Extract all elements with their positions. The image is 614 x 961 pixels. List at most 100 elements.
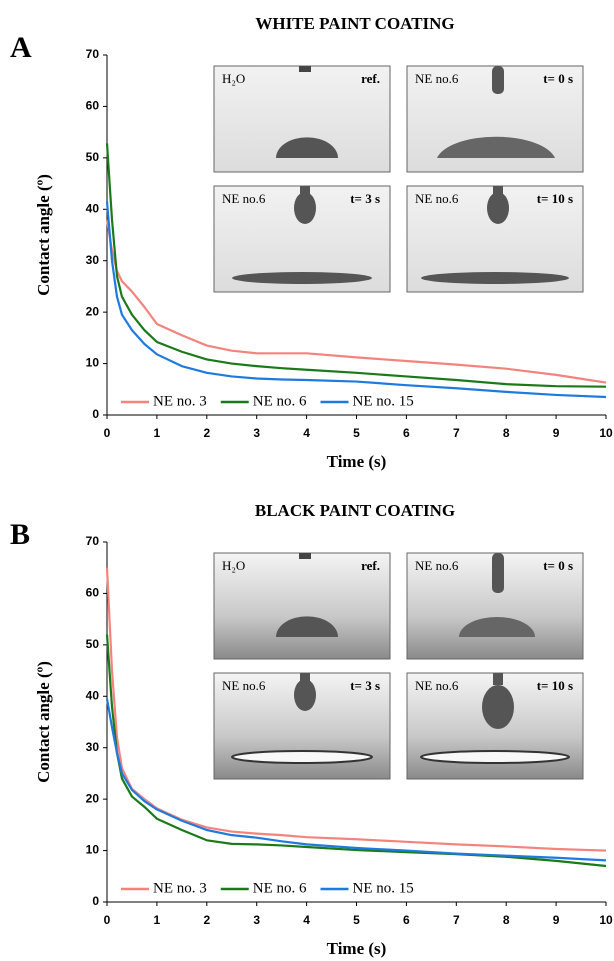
- x-tick-label: 7: [453, 913, 460, 927]
- pendant-drop: [294, 679, 316, 711]
- needle: [300, 186, 310, 198]
- y-tick-label: 50: [86, 150, 100, 164]
- y-tick-label: 20: [86, 304, 100, 318]
- inset-time: t= 3 s: [350, 191, 380, 206]
- x-tick-label: 3: [253, 426, 260, 440]
- legend-label: NE no. 3: [153, 393, 207, 409]
- x-tick-label: 9: [553, 426, 560, 440]
- x-tick-label: 7: [453, 426, 460, 440]
- y-tick-label: 30: [86, 740, 100, 754]
- y-tick-label: 20: [86, 791, 100, 805]
- x-axis-label: Time (s): [327, 939, 387, 958]
- x-tick-label: 5: [353, 426, 360, 440]
- needle: [493, 186, 503, 198]
- y-tick-label: 70: [86, 47, 100, 61]
- x-tick-label: 4: [303, 913, 310, 927]
- y-tick-label: 60: [86, 99, 100, 113]
- x-tick-label: 8: [503, 913, 510, 927]
- inset-photo: [406, 672, 584, 780]
- y-tick-label: 10: [86, 843, 100, 857]
- droplet: [459, 617, 535, 637]
- y-tick-label: 60: [86, 586, 100, 600]
- data-line: [105, 219, 607, 384]
- needle: [300, 673, 310, 685]
- legend-label: NE no. 6: [253, 880, 307, 896]
- needle: [299, 66, 311, 72]
- x-tick-label: 2: [203, 913, 210, 927]
- y-axis-label: Contact angle (º): [34, 661, 53, 783]
- inset-time: t= 0 s: [543, 71, 573, 86]
- x-tick-label: 1: [154, 426, 161, 440]
- data-line: [105, 143, 607, 388]
- pendant-drop: [482, 685, 514, 729]
- inset-time: t= 3 s: [350, 678, 380, 693]
- needle: [299, 553, 311, 559]
- needle: [492, 66, 504, 94]
- legend-label: NE no. 3: [153, 880, 207, 896]
- panel-letter: B: [10, 518, 30, 551]
- inset-time: ref.: [361, 558, 380, 573]
- inset-photo: [406, 552, 584, 660]
- legend-label: NE no. 15: [353, 880, 414, 896]
- x-tick-label: 9: [553, 913, 560, 927]
- y-axis-label: Contact angle (º): [34, 174, 53, 296]
- legend-label: NE no. 6: [253, 393, 307, 409]
- inset-label: NE no.6: [415, 71, 459, 86]
- panel-letter: A: [10, 31, 32, 64]
- droplet: [232, 272, 372, 284]
- inset-time: t= 10 s: [537, 191, 573, 206]
- inset-label: H₂O: [222, 558, 245, 573]
- x-tick-label: 5: [353, 913, 360, 927]
- inset-photo: [213, 672, 391, 780]
- y-tick-label: 0: [92, 894, 99, 908]
- x-tick-label: 4: [303, 426, 310, 440]
- inset-label: NE no.6: [222, 191, 266, 206]
- y-tick-label: 40: [86, 688, 100, 702]
- pendant-drop: [487, 192, 509, 224]
- inset-label: NE no.6: [415, 558, 459, 573]
- droplet: [437, 136, 555, 158]
- droplet: [421, 272, 569, 284]
- x-tick-label: 8: [503, 426, 510, 440]
- x-tick-label: 1: [154, 913, 161, 927]
- inset-time: ref.: [361, 71, 380, 86]
- chart-title: WHITE PAINT COATING: [255, 14, 454, 33]
- inset-photo: [213, 552, 391, 660]
- y-tick-label: 30: [86, 253, 100, 267]
- data-line: [105, 201, 607, 399]
- inset-photo: [406, 65, 584, 173]
- droplet: [231, 750, 373, 764]
- y-tick-label: 50: [86, 637, 100, 651]
- y-tick-label: 10: [86, 356, 100, 370]
- data-line: [105, 567, 607, 852]
- droplet: [276, 137, 338, 158]
- inset-frame: [213, 552, 391, 660]
- inset-label: H₂O: [222, 71, 245, 86]
- inset-photo: [213, 185, 391, 293]
- y-tick-label: 0: [92, 407, 99, 421]
- x-tick-label: 10: [599, 913, 613, 927]
- legend-label: NE no. 15: [353, 393, 414, 409]
- data-line: [105, 698, 607, 862]
- x-tick-label: 0: [104, 426, 111, 440]
- y-tick-label: 40: [86, 201, 100, 215]
- inset-label: NE no.6: [415, 678, 459, 693]
- needle: [492, 553, 504, 593]
- x-tick-label: 3: [253, 913, 260, 927]
- droplet: [276, 616, 338, 637]
- x-tick-label: 0: [104, 913, 111, 927]
- x-tick-label: 6: [403, 426, 410, 440]
- inset-photo: [213, 65, 391, 173]
- x-tick-label: 10: [599, 426, 613, 440]
- x-axis-label: Time (s): [327, 452, 387, 471]
- x-tick-label: 2: [203, 426, 210, 440]
- inset-time: t= 10 s: [537, 678, 573, 693]
- inset-label: NE no.6: [415, 191, 459, 206]
- droplet: [420, 750, 570, 764]
- needle: [493, 673, 503, 685]
- x-tick-label: 6: [403, 913, 410, 927]
- y-tick-label: 70: [86, 534, 100, 548]
- inset-label: NE no.6: [222, 678, 266, 693]
- pendant-drop: [294, 192, 316, 224]
